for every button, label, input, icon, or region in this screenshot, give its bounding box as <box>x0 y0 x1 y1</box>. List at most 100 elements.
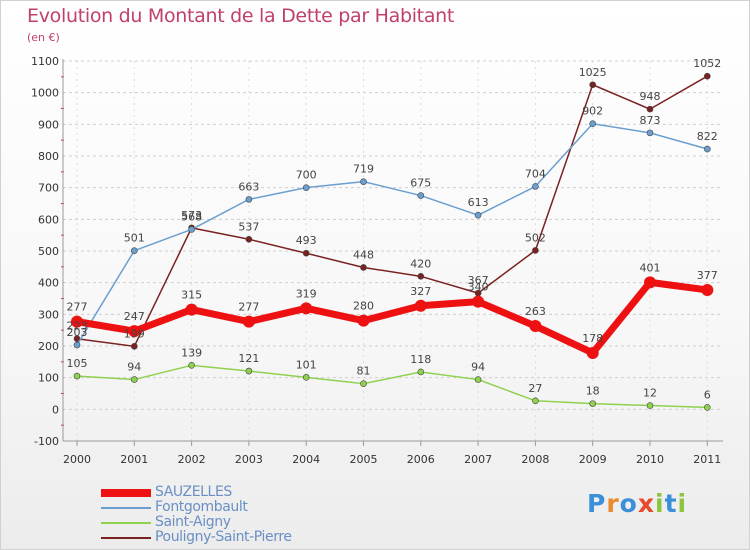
y-tick-label: 1000 <box>31 87 59 100</box>
data-label-saint-aigny: 6 <box>704 388 711 401</box>
data-label-fontgombault: 613 <box>468 196 489 209</box>
data-label-saint-aigny: 94 <box>471 361 485 374</box>
x-tick-label: 2000 <box>63 453 91 466</box>
data-label-pouligny-saint-pierre: 1025 <box>579 66 607 79</box>
data-point-pouligny-saint-pierre <box>360 264 367 271</box>
data-point-fontgombault <box>73 341 81 349</box>
x-tick-label: 2010 <box>636 453 664 466</box>
data-label-pouligny-saint-pierre: 420 <box>410 257 431 270</box>
logo-letter: o <box>619 489 638 518</box>
data-point-sauzelles <box>71 315 83 328</box>
data-point-saint-aigny <box>589 400 597 407</box>
data-label-fontgombault: 501 <box>124 232 145 245</box>
data-point-sauzelles <box>414 299 427 312</box>
data-point-saint-aigny <box>417 368 425 376</box>
data-point-sauzelles <box>644 276 656 289</box>
data-point-fontgombault <box>245 196 253 203</box>
data-label-sauzelles: 247 <box>124 310 145 323</box>
data-point-fontgombault <box>703 145 711 153</box>
data-label-saint-aigny: 139 <box>181 346 202 359</box>
data-label-saint-aigny: 81 <box>357 365 371 378</box>
data-point-pouligny-saint-pierre <box>245 235 253 243</box>
proxiti-logo: Proxiti <box>587 489 687 518</box>
series-line-pouligny-saint-pierre <box>76 75 709 348</box>
data-label-saint-aigny: 121 <box>238 352 259 365</box>
data-point-saint-aigny <box>360 380 367 387</box>
logo-letter: x <box>637 489 655 518</box>
data-label-fontgombault: 663 <box>238 180 259 193</box>
chart-title: Evolution du Montant de la Dette par Hab… <box>27 5 455 27</box>
x-tick-label: 2002 <box>178 453 206 466</box>
data-label-saint-aigny: 101 <box>296 358 317 371</box>
series <box>71 72 714 411</box>
data-label-pouligny-saint-pierre: 502 <box>525 231 546 244</box>
data-point-sauzelles <box>529 320 542 333</box>
data-point-sauzelles <box>357 314 370 327</box>
y-tick-label: 600 <box>38 213 59 226</box>
data-label-fontgombault: 203 <box>67 326 88 339</box>
data-point-fontgombault <box>589 120 597 127</box>
data-label-pouligny-saint-pierre: 573 <box>181 209 202 222</box>
data-point-saint-aigny <box>703 404 711 411</box>
data-point-fontgombault <box>302 184 310 191</box>
data-label-pouligny-saint-pierre: 367 <box>468 274 489 287</box>
data-point-sauzelles <box>472 295 485 308</box>
data-point-fontgombault <box>131 247 138 254</box>
data-label-sauzelles: 319 <box>296 287 317 300</box>
data-point-saint-aigny <box>188 362 195 369</box>
data-label-pouligny-saint-pierre: 199 <box>124 327 145 340</box>
legend-label: Saint-Aigny <box>155 514 231 530</box>
data-point-fontgombault <box>532 183 539 190</box>
x-tick-label: 2005 <box>350 453 378 466</box>
series-line-saint-aigny <box>76 364 709 409</box>
data-label-fontgombault: 719 <box>353 163 374 176</box>
data-point-pouligny-saint-pierre <box>302 249 310 257</box>
data-point-sauzelles <box>128 325 141 338</box>
data-point-saint-aigny <box>646 402 654 409</box>
data-label-fontgombault: 675 <box>410 177 431 190</box>
grid <box>63 60 723 442</box>
data-point-fontgombault <box>474 211 482 219</box>
data-label-pouligny-saint-pierre: 493 <box>296 234 317 247</box>
x-tick-label: 2003 <box>235 453 263 466</box>
data-label-saint-aigny: 94 <box>127 361 141 374</box>
data-label-pouligny-saint-pierre: 948 <box>640 90 661 103</box>
y-tick-label: 300 <box>38 308 59 321</box>
legend-label: Fontgombault <box>155 499 248 515</box>
x-tick-label: 2011 <box>693 453 721 466</box>
data-label-sauzelles: 280 <box>353 300 374 313</box>
data-point-fontgombault <box>646 129 654 137</box>
x-tick-label: 2001 <box>120 453 148 466</box>
data-label-fontgombault: 700 <box>296 169 317 182</box>
data-label-sauzelles: 277 <box>67 301 88 314</box>
data-point-fontgombault <box>417 192 425 199</box>
data-label-sauzelles: 263 <box>525 305 546 318</box>
data-label-sauzelles: 401 <box>640 261 661 274</box>
data-label-sauzelles: 377 <box>697 269 718 282</box>
y-tick-label: 400 <box>38 277 59 290</box>
data-label-fontgombault: 704 <box>525 167 546 180</box>
y-tick-label: -100 <box>34 435 59 448</box>
data-label-saint-aigny: 118 <box>410 353 431 366</box>
data-label-fontgombault: 873 <box>640 114 661 127</box>
logo-letter: r <box>606 489 620 518</box>
y-tick-label: 0 <box>52 403 59 416</box>
data-label-pouligny-saint-pierre: 448 <box>353 248 374 261</box>
data-point-saint-aigny <box>532 397 539 405</box>
y-tick-label: 900 <box>38 118 59 131</box>
x-tick-label: 2004 <box>292 453 320 466</box>
data-label-sauzelles: 277 <box>238 301 259 314</box>
y-tick-label: 500 <box>38 245 59 258</box>
data-point-pouligny-saint-pierre <box>417 273 425 280</box>
logo-letter: P <box>587 489 607 518</box>
x-tick-label: 2006 <box>407 453 435 466</box>
data-label-saint-aigny: 105 <box>67 357 88 370</box>
data-point-pouligny-saint-pierre <box>131 343 138 350</box>
data-label-sauzelles: 327 <box>410 285 431 298</box>
legend-swatch <box>101 522 151 524</box>
data-label-fontgombault: 902 <box>582 105 603 118</box>
legend-swatch <box>101 489 151 497</box>
legend-label: Pouligny-Saint-Pierre <box>155 529 292 545</box>
data-point-sauzelles <box>586 346 599 359</box>
